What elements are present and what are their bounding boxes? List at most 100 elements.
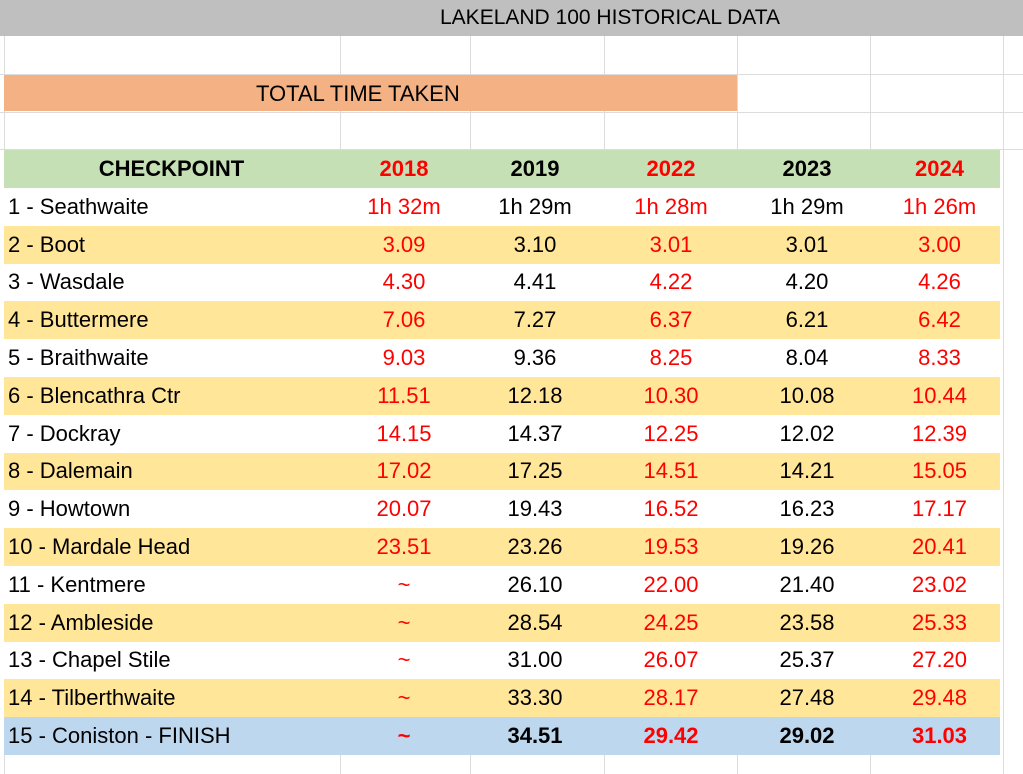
table-row: 15 - Coniston - FINISH ~34.51 29.42 29.02 31…	[4, 717, 1000, 755]
time-cell-2018[interactable]: 9.03	[382, 345, 426, 371]
time-cell-2022[interactable]: 3.01	[649, 231, 693, 257]
time-cell-2022[interactable]: 8.25	[649, 345, 693, 371]
time-cell-2023[interactable]: 3.01	[785, 231, 829, 257]
checkpoint-name-cell[interactable]: 7 - Dockray	[8, 420, 121, 446]
time-cell-2022[interactable]: 26.07	[643, 647, 699, 673]
header-checkpoint[interactable]: CHECKPOINT	[98, 156, 245, 181]
time-cell-2023[interactable]: 10.08	[779, 382, 835, 408]
time-cell-2019[interactable]: 1h 29m	[498, 193, 572, 219]
header-year-2024[interactable]: 2024	[915, 156, 964, 181]
table-row: 13 - Chapel Stile ~31.00 26.07 25.37 27.20	[4, 641, 1000, 680]
checkpoint-name-cell[interactable]: 4 - Buttermere	[8, 307, 149, 333]
time-cell-2024[interactable]: 4.26	[918, 269, 961, 295]
header-year-2018[interactable]: 2018	[379, 156, 429, 181]
time-cell-2022[interactable]: 12.25	[643, 420, 699, 446]
time-cell-2019[interactable]: 33.30	[507, 685, 563, 711]
checkpoint-name-cell[interactable]: 12 - Ambleside	[8, 609, 154, 635]
sheet-title[interactable]: LAKELAND 100 HISTORICAL DATA	[440, 6, 781, 29]
time-cell-2022[interactable]: 14.51	[643, 458, 699, 484]
time-cell-2023[interactable]: 6.21	[785, 307, 829, 333]
time-cell-2018[interactable]: 23.51	[376, 534, 432, 560]
checkpoint-name-cell[interactable]: 1 - Seathwaite	[8, 193, 149, 219]
header-year-2022[interactable]: 2022	[646, 156, 696, 181]
time-cell-2019[interactable]: 4.41	[513, 269, 557, 295]
time-cell-2018[interactable]: ~	[397, 723, 411, 749]
time-cell-2023[interactable]: 8.04	[785, 345, 829, 371]
time-cell-2018[interactable]: 14.15	[376, 420, 432, 446]
time-cell-2018[interactable]: ~	[397, 647, 411, 673]
time-cell-2019[interactable]: 17.25	[507, 458, 563, 484]
time-cell-2019[interactable]: 28.54	[507, 609, 563, 635]
time-cell-2023[interactable]: 12.02	[779, 420, 835, 446]
time-cell-2024[interactable]: 10.44	[911, 382, 968, 408]
time-cell-2024[interactable]: 15.05	[911, 458, 968, 484]
time-cell-2018[interactable]: 4.30	[382, 269, 426, 295]
time-cell-2018[interactable]: ~	[397, 571, 411, 597]
time-cell-2019[interactable]: 23.26	[507, 534, 563, 560]
checkpoint-name-cell[interactable]: 5 - Braithwaite	[8, 345, 149, 371]
time-cell-2019[interactable]: 9.36	[513, 345, 557, 371]
time-cell-2019[interactable]: 19.43	[507, 496, 563, 522]
checkpoint-name-cell[interactable]: 9 - Howtown	[8, 496, 131, 522]
time-cell-2022[interactable]: 4.22	[649, 269, 693, 295]
time-cell-2024[interactable]: 23.02	[911, 571, 968, 597]
checkpoint-name-cell[interactable]: 13 - Chapel Stile	[8, 647, 171, 673]
time-cell-2019[interactable]: 7.27	[513, 307, 557, 333]
time-cell-2022[interactable]: 29.42	[643, 723, 699, 749]
checkpoint-name-cell[interactable]: 15 - Coniston - FINISH	[8, 723, 231, 749]
time-cell-2024[interactable]: 17.17	[911, 496, 968, 522]
time-cell-2022[interactable]: 24.25	[643, 609, 699, 635]
time-cell-2023[interactable]: 25.37	[779, 647, 835, 673]
time-cell-2023[interactable]: 23.58	[779, 609, 835, 635]
time-cell-2023[interactable]: 14.21	[779, 458, 835, 484]
time-cell-2019[interactable]: 26.10	[507, 571, 563, 597]
time-cell-2018[interactable]: ~	[397, 685, 411, 711]
time-cell-2024[interactable]: 31.03	[911, 723, 968, 749]
time-cell-2019[interactable]: 3.10	[513, 231, 557, 257]
time-cell-2018[interactable]: 7.06	[382, 307, 426, 333]
time-cell-2023[interactable]: 16.23	[779, 496, 835, 522]
checkpoint-name-cell[interactable]: 14 - Tilberthwaite	[8, 685, 176, 711]
time-cell-2022[interactable]: 22.00	[643, 571, 699, 597]
time-cell-2022[interactable]: 10.30	[643, 382, 699, 408]
time-cell-2022[interactable]: 6.37	[649, 307, 693, 333]
header-year-2019[interactable]: 2019	[510, 156, 560, 181]
time-cell-2023[interactable]: 27.48	[779, 685, 835, 711]
time-cell-2019[interactable]: 31.00	[507, 647, 563, 673]
time-cell-2023[interactable]: 21.40	[779, 571, 835, 597]
checkpoint-name-cell[interactable]: 6 - Blencathra Ctr	[8, 382, 181, 408]
time-cell-2024[interactable]: 20.41	[911, 534, 968, 560]
checkpoint-name-cell[interactable]: 8 - Dalemain	[8, 458, 133, 484]
time-cell-2024[interactable]: 6.42	[918, 307, 961, 333]
time-cell-2024[interactable]: 1h 26m	[902, 193, 977, 219]
time-cell-2024[interactable]: 29.48	[911, 685, 968, 711]
time-cell-2018[interactable]: 3.09	[382, 231, 426, 257]
time-cell-2018[interactable]: 1h 32m	[367, 193, 441, 219]
time-cell-2024[interactable]: 8.33	[918, 345, 961, 371]
time-cell-2024[interactable]: 27.20	[911, 647, 968, 673]
checkpoint-name-cell[interactable]: 3 - Wasdale	[8, 269, 125, 295]
time-cell-2018[interactable]: 17.02	[376, 458, 432, 484]
checkpoint-name-cell[interactable]: 10 - Mardale Head	[8, 534, 191, 560]
header-year-2023[interactable]: 2023	[782, 156, 832, 181]
time-cell-2024[interactable]: 12.39	[911, 420, 968, 446]
checkpoint-name-cell[interactable]: 11 - Kentmere	[8, 571, 146, 597]
time-cell-2019[interactable]: 12.18	[507, 382, 563, 408]
time-cell-2018[interactable]: 11.51	[377, 382, 431, 408]
time-cell-2022[interactable]: 19.53	[643, 534, 699, 560]
time-cell-2023[interactable]: 19.26	[779, 534, 835, 560]
time-cell-2019[interactable]: 14.37	[507, 420, 563, 446]
time-cell-2022[interactable]: 28.17	[643, 685, 699, 711]
time-cell-2022[interactable]: 1h 28m	[634, 193, 708, 219]
time-cell-2024[interactable]: 25.33	[911, 609, 968, 635]
time-cell-2023[interactable]: 29.02	[779, 723, 835, 749]
time-cell-2022[interactable]: 16.52	[643, 496, 699, 522]
time-cell-2023[interactable]: 4.20	[785, 269, 829, 295]
time-cell-2019[interactable]: 34.51	[507, 723, 563, 749]
time-cell-2018[interactable]: ~	[397, 609, 411, 635]
time-cell-2023[interactable]: 1h 29m	[770, 193, 844, 219]
time-cell-2018[interactable]: 20.07	[376, 496, 432, 522]
time-cell-2024[interactable]: 3.00	[918, 231, 961, 257]
total-time-label[interactable]: TOTAL TIME TAKEN	[256, 81, 460, 106]
checkpoint-name-cell[interactable]: 2 - Boot	[8, 231, 86, 257]
